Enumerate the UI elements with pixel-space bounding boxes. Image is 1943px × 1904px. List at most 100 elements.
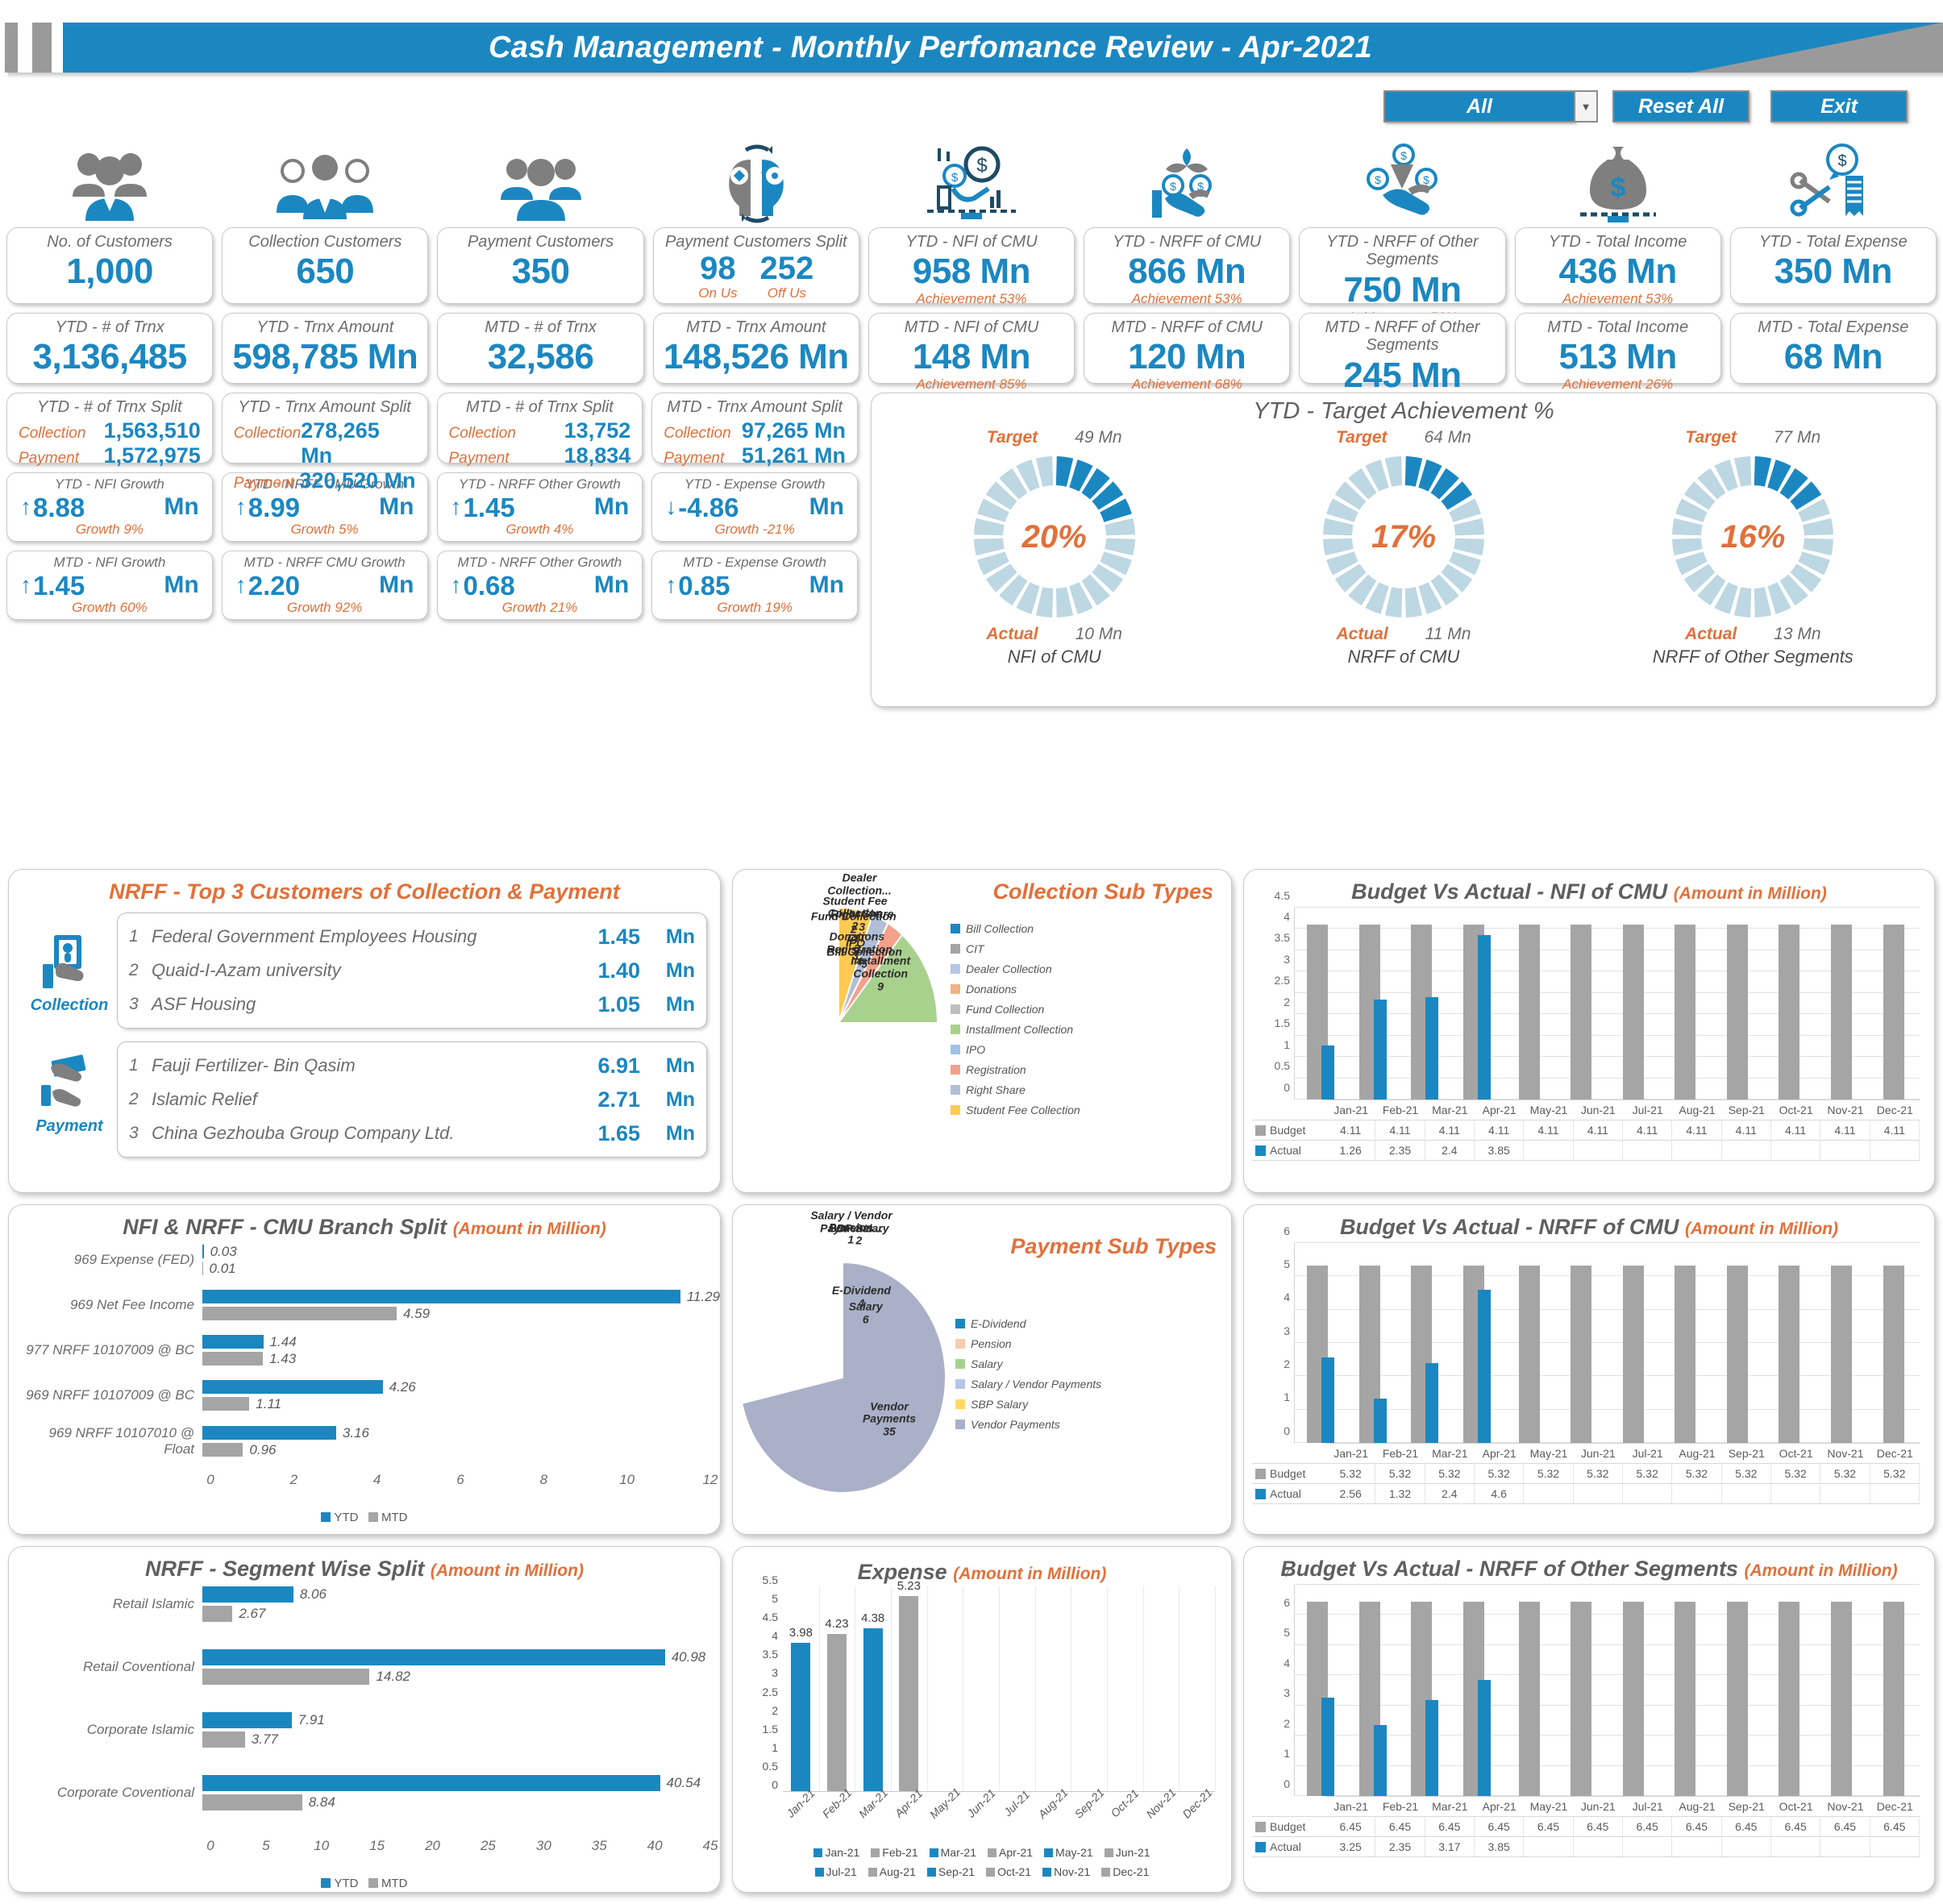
legend-swatch (955, 1339, 965, 1349)
payment-value: 18,834 (564, 443, 631, 468)
legend-item[interactable]: Mar-21 (929, 1844, 976, 1863)
kpi-card[interactable]: YTD - NFI of CMU 958 Mn Achievement 53% (867, 227, 1076, 306)
kpi-card[interactable]: MTD - Total Expense 68 Mn (1729, 313, 1937, 384)
legend-item[interactable]: E-Dividend (955, 1317, 1101, 1330)
mtd-value: 1.11 (256, 1395, 282, 1411)
legend-item[interactable]: Dec-21 (1101, 1863, 1149, 1882)
legend-item[interactable]: YTD (321, 1877, 358, 1890)
list-item[interactable]: 1 Federal Government Employees Housing 1… (129, 920, 695, 954)
legend-label: Registration (966, 1063, 1026, 1076)
exit-button[interactable]: Exit (1770, 90, 1908, 123)
kpi-card[interactable]: MTD - Total Income 513 Mn Achievement 26% (1514, 313, 1721, 392)
pie-svg (741, 1261, 947, 1494)
chart-subtitle-text: (Amount in Million) (452, 1220, 606, 1238)
kpi-card[interactable]: MTD - # of Trnx 32,586 (437, 313, 644, 384)
kpi-split-card[interactable]: YTD - Trnx Amount Split Collection 278,26… (221, 393, 428, 493)
legend-item[interactable]: Installment Collection (951, 1023, 1080, 1036)
legend-item[interactable]: IPO (951, 1043, 1080, 1056)
legend-item[interactable]: Fund Collection (951, 1003, 1080, 1016)
bar-group (1295, 1585, 1347, 1796)
kpi-card[interactable]: No. of Customers 1,000 (6, 227, 214, 304)
kpi-value: 958 Mn (912, 252, 1031, 292)
donut-name: NFI of CMU (1007, 646, 1101, 667)
kpi-card[interactable]: Collection Customers 650 (222, 227, 429, 304)
kpi-card[interactable]: Payment Customers Split 98 On Us 252 Off Us (652, 227, 859, 304)
payment-pie-wrap: E-Dividend 4 Pension 1 Salary 6 Salary / Vendo… (733, 1209, 1231, 1499)
legend-item[interactable]: MTD (368, 1511, 408, 1524)
segment-split-title: NRFF - Segment Wise Split (Amount in Mil… (9, 1547, 720, 1582)
x-axis-tick: Jan-21 (784, 1786, 818, 1820)
table-row: Budget 5.32 5.32 5.32 5.32 5.32 5.32 5.32 5.32 5.… (1252, 1463, 1920, 1483)
actual-label: Actual (986, 625, 1038, 643)
customer-value: 2.71 (597, 1087, 640, 1112)
kpi-card[interactable]: MTD - Trnx Amount 148,526 Mn (652, 313, 859, 384)
legend-swatch (955, 1319, 965, 1328)
list-item[interactable]: 3 China Gezhouba Group Company Ltd. 1.65… (129, 1116, 695, 1150)
legend-item[interactable]: SBP Salary (955, 1398, 1101, 1411)
kpi-card[interactable]: YTD - # of Trnx 3,136,485 (6, 313, 214, 384)
legend-item[interactable]: Salary / Vendor Payments (955, 1378, 1101, 1391)
legend-item[interactable]: Apr-21 (988, 1844, 1033, 1863)
kpi-card[interactable]: Payment Customers 350 (437, 227, 644, 304)
kpi-card[interactable]: MTD - NFI of CMU 148 Mn Achievement 85% (867, 313, 1076, 392)
legend-item[interactable]: CIT (951, 942, 1080, 955)
budget-bar (1831, 1266, 1853, 1443)
growth-card[interactable]: YTD - NRFF CMU Growth ↑ 8.99 Mn Growth 5… (221, 472, 428, 542)
kpi-split-card[interactable]: MTD - # of Trnx Split Collection 13,752 P… (436, 393, 643, 468)
legend-item[interactable]: Sep-21 (926, 1863, 975, 1882)
pie-canvas: E-Dividend 4 Pension 1 Salary 6 Salary / Vendo… (738, 1209, 947, 1495)
legend-item[interactable]: Right Share (951, 1083, 1080, 1096)
growth-card[interactable]: YTD - Expense Growth ↓ -4.86 Mn Growth -… (651, 472, 858, 542)
legend-item[interactable]: Registration (951, 1063, 1080, 1076)
legend-item[interactable]: Feb-21 (871, 1844, 918, 1863)
x-axis-tick: Jul-21 (1632, 1447, 1663, 1460)
chevron-down-icon[interactable]: ▼ (1574, 90, 1598, 123)
kpi-card[interactable]: MTD - NRFF of CMU 120 Mn Achievement 68% (1084, 313, 1291, 392)
legend-item[interactable]: Bill Collection (951, 922, 1080, 935)
kpi-card[interactable]: YTD - Total Income 436 Mn Achievement 53% (1514, 227, 1721, 306)
legend-item[interactable]: YTD (321, 1511, 358, 1524)
legend-item[interactable]: Vendor Payments (955, 1418, 1101, 1431)
table-cell: 6.45 (1623, 1817, 1673, 1836)
growth-card[interactable]: MTD - NFI Growth ↑ 1.45 Mn Growth 60% (6, 551, 213, 620)
legend-item[interactable]: Oct-21 (986, 1863, 1031, 1882)
legend-item[interactable]: Pension (955, 1337, 1101, 1350)
growth-card[interactable]: MTD - NRFF Other Growth ↑ 0.68 Mn Growth… (436, 551, 643, 620)
kpi-split-card[interactable]: MTD - Trnx Amount Split Collection 97,265… (651, 393, 858, 468)
kpi-card[interactable]: YTD - Trnx Amount 598,785 Mn (222, 313, 429, 384)
list-item[interactable]: 2 Quaid-I-Azam university 1.40 Mn (129, 954, 695, 987)
kpi-card[interactable]: YTD - Total Expense 350 Mn (1729, 227, 1937, 304)
list-item[interactable]: 1 Fauji Fertilizer- Bin Qasim 6.91 Mn (129, 1049, 695, 1083)
legend-item[interactable]: Jan-21 (813, 1844, 859, 1863)
legend-item[interactable]: Nov-21 (1042, 1863, 1090, 1882)
filter-dropdown[interactable]: All ▼ (1383, 90, 1598, 123)
collection-value: 13,752 (564, 418, 631, 443)
growth-card[interactable]: YTD - NFI Growth ↑ 8.88 Mn Growth 9% (6, 472, 213, 542)
bar-group (1295, 908, 1347, 1100)
legend-item[interactable]: Student Fee Collection (951, 1104, 1080, 1116)
list-item[interactable]: 3 ASF Housing 1.05 Mn (129, 987, 695, 1021)
budget-bar (1831, 924, 1853, 1100)
kpi-title: MTD - # of Trnx (485, 318, 597, 336)
bars (1295, 1243, 1920, 1443)
budget-bar (1622, 924, 1644, 1100)
reset-all-button[interactable]: Reset All (1612, 90, 1750, 123)
legend-item[interactable]: Donations (951, 983, 1080, 996)
bar-group (1035, 1586, 1071, 1791)
list-item[interactable]: 2 Islamic Relief 2.71 Mn (129, 1083, 695, 1116)
growth-card[interactable]: YTD - NRFF Other Growth ↑ 1.45 Mn Growth… (436, 472, 643, 542)
legend-item[interactable]: Aug-21 (867, 1863, 916, 1882)
growth-card[interactable]: MTD - Expense Growth ↑ 0.85 Mn Growth 19… (651, 551, 858, 620)
legend-item[interactable]: Dealer Collection (951, 962, 1080, 975)
table-row: Budget 4.11 4.11 4.11 4.11 4.11 4.11 4.11 4.11 4.… (1252, 1120, 1920, 1140)
growth-card[interactable]: MTD - NRFF CMU Growth ↑ 2.20 Mn Growth 9… (221, 551, 428, 620)
legend-item[interactable]: MTD (368, 1877, 408, 1890)
kpi-split-card[interactable]: YTD - # of Trnx Split Collection 1,563,51… (6, 393, 213, 468)
legend-item[interactable]: Salary (955, 1357, 1101, 1370)
kpi-card[interactable]: YTD - NRFF of CMU 866 Mn Achievement 53% (1084, 227, 1291, 306)
legend-item[interactable]: May-21 (1044, 1844, 1093, 1863)
legend-item[interactable]: Jul-21 (814, 1863, 857, 1882)
legend-item[interactable]: Jun-21 (1104, 1844, 1150, 1863)
